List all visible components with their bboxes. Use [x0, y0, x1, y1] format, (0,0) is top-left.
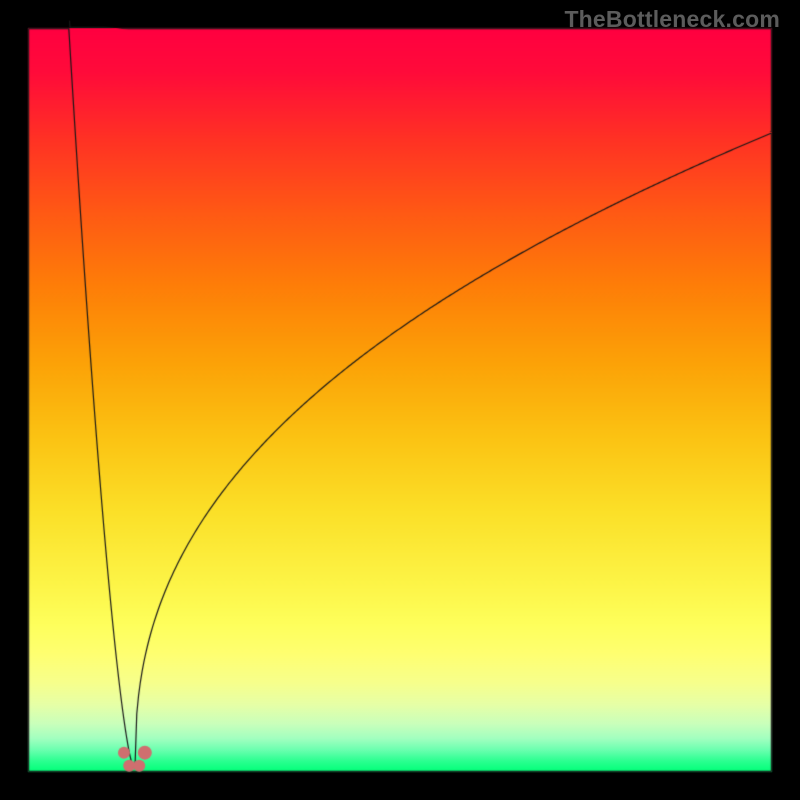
bottleneck-curve-layer	[0, 0, 800, 800]
chart-stage: TheBottleneck.com	[0, 0, 800, 800]
watermark-text: TheBottleneck.com	[564, 6, 780, 33]
